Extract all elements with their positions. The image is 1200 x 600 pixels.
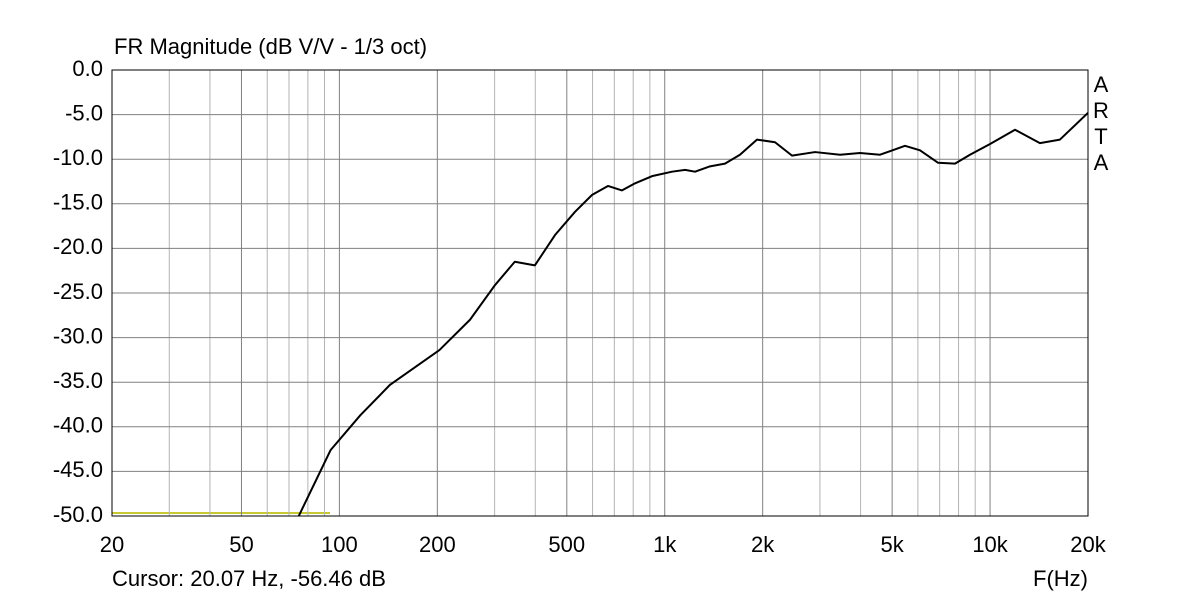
x-tick-label: 500 (548, 532, 585, 557)
y-tick-label: -30.0 (53, 323, 103, 348)
chart-title: FR Magnitude (dB V/V - 1/3 oct) (114, 34, 427, 59)
cursor-readout: Cursor: 20.07 Hz, -56.46 dB (112, 566, 386, 591)
y-tick-label: -15.0 (53, 190, 103, 215)
x-tick-label: 2k (751, 532, 775, 557)
y-tick-label: -20.0 (53, 234, 103, 259)
fr-curve (297, 112, 1089, 517)
y-tick-label: -45.0 (53, 457, 103, 482)
y-tick-label: -5.0 (65, 100, 103, 125)
x-tick-label: 20k (1070, 532, 1106, 557)
y-tick-label: -25.0 (53, 279, 103, 304)
x-tick-label: 50 (229, 532, 253, 557)
brand-label: ARTA (1093, 72, 1109, 175)
x-axis-label: F(Hz) (1033, 566, 1088, 591)
y-tick-label: -35.0 (53, 368, 103, 393)
x-tick-label: 1k (653, 532, 677, 557)
x-tick-label: 200 (419, 532, 456, 557)
y-tick-label: 0.0 (72, 56, 103, 81)
y-tick-label: -10.0 (53, 145, 103, 170)
x-tick-label: 5k (881, 532, 905, 557)
y-tick-label: -40.0 (53, 413, 103, 438)
x-tick-label: 20 (100, 532, 124, 557)
plot-frame (111, 69, 1089, 517)
x-tick-label: 100 (321, 532, 358, 557)
y-tick-label: -50.0 (53, 502, 103, 527)
x-tick-label: 10k (972, 532, 1008, 557)
